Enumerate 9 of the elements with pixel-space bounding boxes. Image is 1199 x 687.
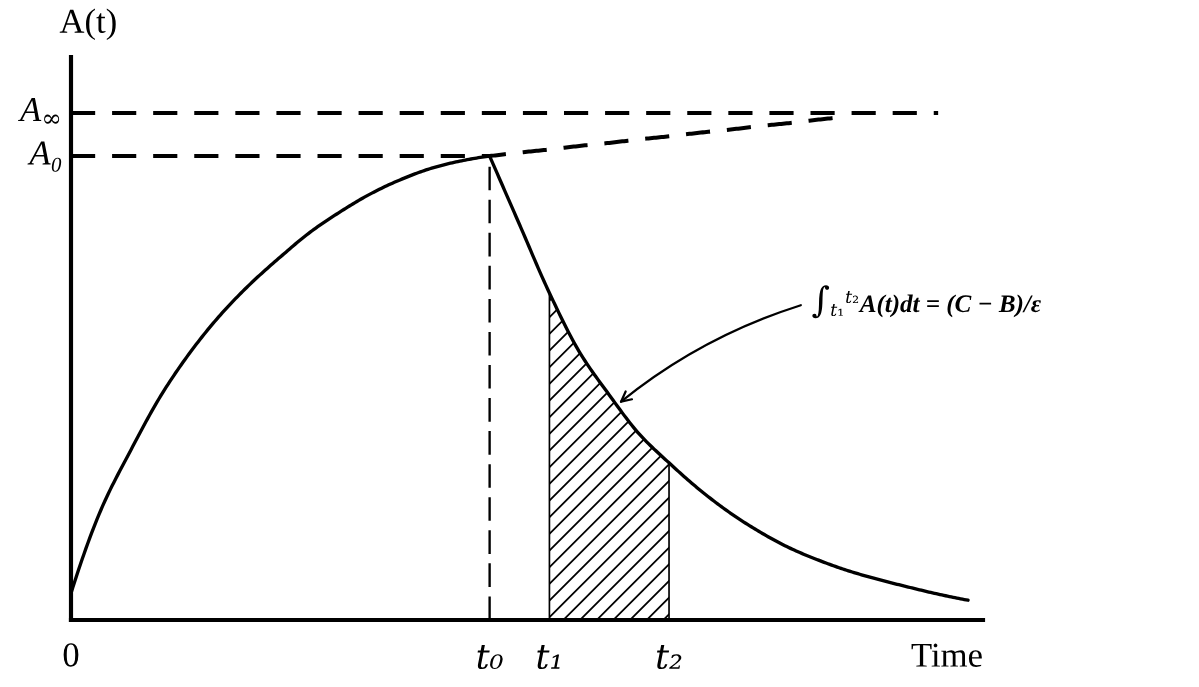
x-axis-title: Time	[911, 643, 982, 667]
series-label: A$_{∞}$	[18, 98, 60, 124]
y-axis-title: A(t)	[59, 8, 116, 41]
x-tick-label: t₀	[477, 644, 503, 670]
annotation: ∫$_{t₁}$$^{t₂}$A(t)dt = (C − B)/ε	[812, 285, 1041, 319]
x-tick-label: t₂	[656, 644, 682, 670]
x-tick-label: t₁	[537, 644, 560, 670]
series-label: A₀	[27, 141, 62, 172]
x-tick-label: 0	[63, 643, 79, 667]
